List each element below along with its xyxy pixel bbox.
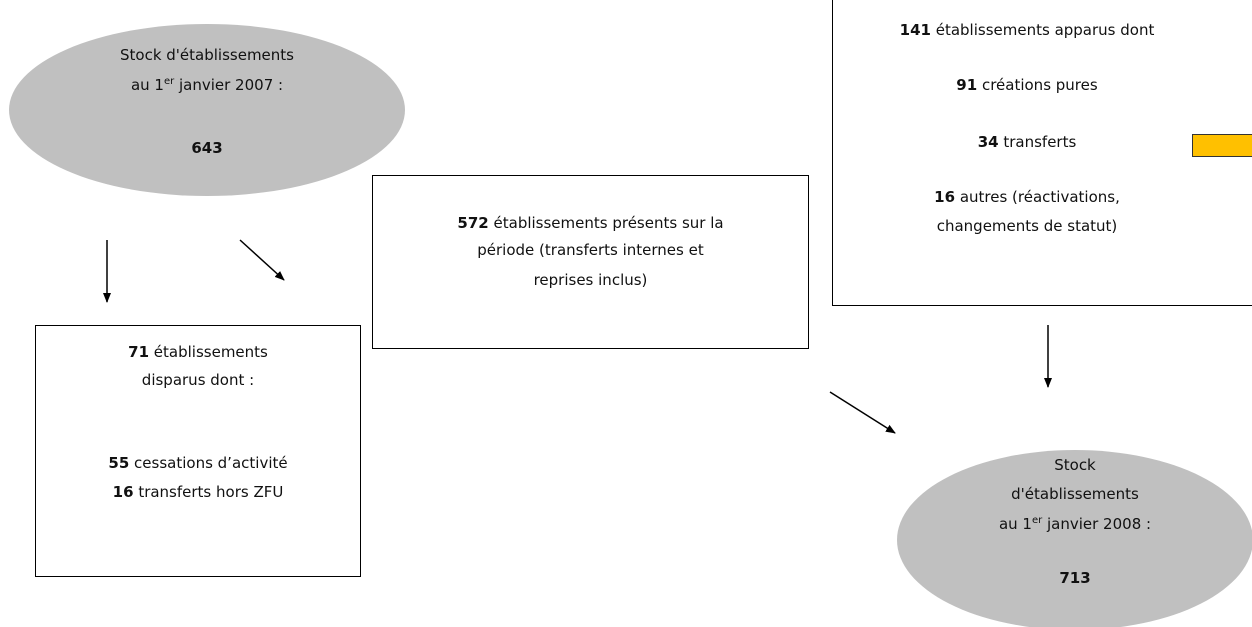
appeared-item: 16 autres (réactivations, [832,187,1222,207]
text: 643 [191,139,223,157]
text: période (transferts internes et [477,241,704,259]
text: er [1031,515,1043,526]
text: établissements présents sur la [493,214,724,232]
disappeared-box [35,325,361,577]
text: 16 [112,483,134,501]
end-ellipse [897,450,1252,627]
text: changements de statut) [936,217,1118,235]
text: cessations d’activité [134,454,288,472]
present-text: 572 établissements présents sur la [372,213,809,233]
disappeared-text: disparus dont : [35,370,361,390]
disappeared-item: 55 cessations d’activité [35,453,361,473]
appeared-box [832,0,1252,306]
present-text: période (transferts internes et [372,240,809,260]
text: établissements [153,343,268,361]
text: transferts hors ZFU [138,483,284,501]
end-label: Stock [897,455,1252,475]
text: 141 [899,21,931,39]
text: 16 [934,188,956,206]
text: janvier 2007 : [174,76,284,94]
appeared-item: 34 transferts [832,132,1222,152]
text: Stock [1054,456,1096,474]
orange-marker [1192,134,1252,157]
text: 34 [977,133,999,151]
appeared-text: 141 établissements apparus dont [832,20,1222,40]
text: 55 [108,454,130,472]
text: er [163,76,175,87]
text: 713 [1059,569,1091,587]
end-value: 713 [897,568,1252,588]
end-label: au 1er janvier 2008 : [897,514,1252,534]
text: Stock d'établissements [120,46,294,64]
arrow [829,391,896,434]
text: au 1 [130,76,164,94]
present-text: reprises inclus) [372,270,809,290]
text: disparus dont : [141,371,255,389]
text: 71 [128,343,150,361]
text: transferts [1003,133,1077,151]
disappeared-text: 71 établissements [35,342,361,362]
start-ellipse [9,24,405,196]
text: janvier 2008 : [1042,515,1152,533]
text: 91 [956,76,978,94]
text: autres (réactivations, [959,188,1120,206]
text: 572 [457,214,489,232]
text: établissements apparus dont [935,21,1155,39]
start-label: au 1er janvier 2007 : [0,75,414,95]
start-label: Stock d'établissements [0,45,414,65]
present-box [372,175,809,349]
start-value: 643 [0,138,414,158]
text: créations pures [981,76,1098,94]
arrow [239,239,285,281]
end-label: d'établissements [897,484,1252,504]
text: reprises inclus) [533,271,648,289]
appeared-item: changements de statut) [832,216,1222,236]
text: au 1 [998,515,1032,533]
text: d'établissements [1011,485,1139,503]
disappeared-item: 16 transferts hors ZFU [35,482,361,502]
appeared-item: 91 créations pures [832,75,1222,95]
